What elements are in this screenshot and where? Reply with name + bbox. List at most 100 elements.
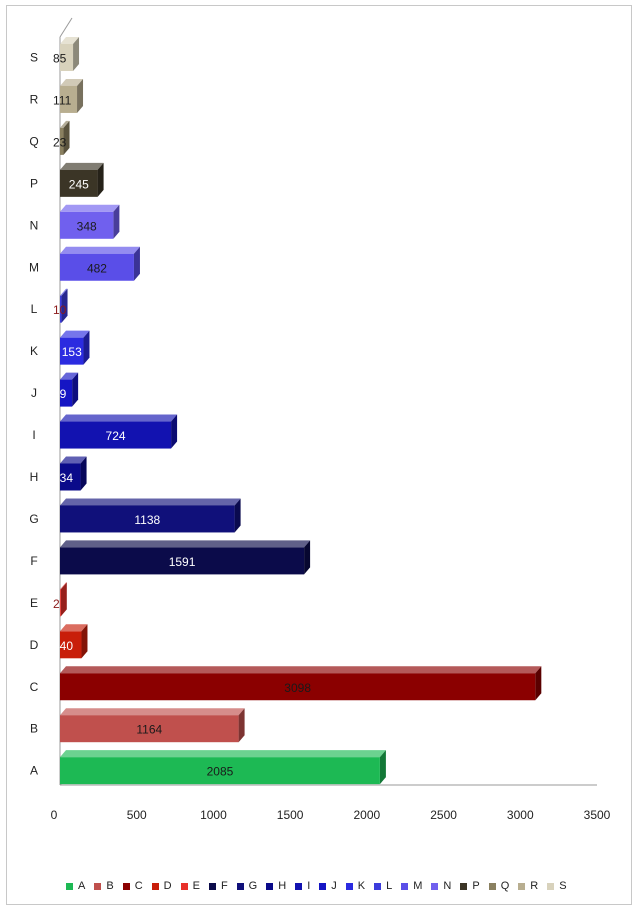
data-label-G: 1138	[134, 513, 160, 527]
data-label-S: 85	[53, 52, 67, 66]
data-label-F: 1591	[169, 555, 196, 569]
data-label-P: 245	[69, 177, 89, 191]
y-tick-label-B: B	[30, 722, 38, 736]
bar-top-A	[60, 750, 386, 758]
legend-swatch	[122, 882, 130, 890]
legend-swatch	[208, 882, 216, 890]
legend-swatch	[295, 882, 303, 890]
y-tick-label-J: J	[31, 386, 37, 400]
legend-swatch	[236, 882, 244, 890]
bar-side-P	[97, 162, 104, 197]
bar-top-N	[60, 204, 120, 212]
legend-item-Q: Q	[488, 880, 510, 892]
legend-label: C	[134, 880, 143, 892]
bar-H	[60, 463, 81, 491]
legend-swatch	[66, 882, 73, 890]
bar-top-G	[60, 498, 241, 506]
bar-J	[60, 379, 73, 407]
bar-top-Q	[60, 120, 70, 128]
legend-item-D: D	[151, 880, 172, 892]
x-tick-label: 2500	[430, 808, 457, 822]
data-label-H: 134	[53, 471, 73, 485]
legend-item-G: G	[236, 880, 257, 892]
legend-item-B: B	[94, 880, 114, 892]
legend-label: M	[413, 880, 423, 892]
y-tick-label-M: M	[29, 260, 39, 274]
legend-item-A: A	[66, 880, 85, 892]
legend-swatch	[431, 882, 439, 890]
legend-label: D	[163, 880, 172, 892]
bar-S	[60, 44, 74, 71]
data-label-C: 3098	[284, 681, 311, 695]
y-tick-label-K: K	[30, 344, 38, 358]
back-wall-edge	[59, 17, 73, 38]
legend-item-C: C	[122, 880, 143, 892]
bar-top-H	[60, 456, 87, 464]
legend-swatch	[180, 882, 188, 890]
legend-swatch	[345, 882, 353, 890]
data-label-E: 2	[53, 597, 60, 611]
bar-top-P	[60, 162, 104, 170]
y-tick-label-N: N	[30, 218, 39, 232]
data-label-M: 482	[87, 261, 107, 275]
bar-side-K	[83, 330, 90, 365]
y-tick-label-L: L	[31, 302, 38, 316]
y-tick-label-H: H	[30, 470, 39, 484]
bar-top-B	[60, 708, 245, 716]
bar-side-E	[60, 582, 67, 617]
y-tick-label-Q: Q	[29, 134, 38, 148]
legend-item-P: P	[460, 880, 480, 892]
y-tick-label-C: C	[30, 680, 39, 694]
y-tick-label-E: E	[30, 596, 38, 610]
bar-R	[60, 85, 78, 113]
legend-swatch	[319, 882, 327, 890]
bar-I	[60, 421, 172, 449]
bar-P	[60, 169, 98, 197]
bar-N	[60, 211, 114, 239]
legend-label: J	[331, 880, 337, 892]
bar-top-L	[60, 288, 68, 296]
legend-label: E	[192, 880, 200, 892]
bar-top-F	[60, 540, 311, 548]
legend-swatch	[547, 882, 555, 890]
bar-L	[60, 295, 62, 323]
data-label-B: 1164	[136, 723, 162, 737]
bar-K	[60, 337, 84, 365]
bar-side-I	[171, 414, 178, 449]
data-label-Q: 23	[53, 135, 67, 149]
bar-side-F	[304, 540, 311, 575]
legend-item-S: S	[547, 880, 567, 892]
bar-top-R	[60, 78, 84, 86]
legend-swatch	[374, 882, 382, 890]
x-tick-label: 500	[127, 808, 147, 822]
bar-side-R	[77, 78, 84, 113]
bar-side-H	[80, 456, 87, 491]
bar-side-Q	[63, 120, 70, 155]
legend-label: P	[472, 880, 480, 892]
legend-swatch	[266, 882, 274, 890]
bar-side-M	[133, 246, 140, 281]
y-tick-label-I: I	[32, 428, 35, 442]
bar-F	[60, 547, 305, 575]
legend-label: Q	[500, 880, 510, 892]
x-tick-label: 1000	[200, 808, 227, 822]
legend-label: F	[220, 880, 228, 892]
legend-item-R: R	[518, 880, 538, 892]
legend-label: R	[530, 880, 539, 892]
data-label-D: 140	[53, 639, 73, 653]
data-label-L: 10	[53, 303, 67, 317]
bar-Q	[60, 127, 64, 155]
legend-item-K: K	[345, 880, 366, 892]
bar-side-B	[238, 708, 245, 743]
bar-top-C	[60, 666, 542, 674]
legend-label: S	[559, 880, 567, 892]
x-tick-label: 0	[51, 808, 58, 822]
bar-top-J	[60, 372, 79, 380]
legend-item-J: J	[319, 880, 337, 892]
legend-item-F: F	[208, 880, 228, 892]
bar-top-I	[60, 414, 178, 422]
legend-label: K	[357, 880, 366, 892]
bar-G	[60, 505, 235, 533]
y-tick-label-D: D	[30, 638, 39, 652]
